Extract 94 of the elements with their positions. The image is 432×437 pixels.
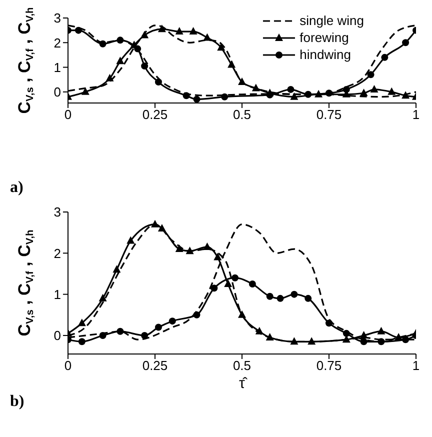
point — [116, 56, 124, 64]
point — [360, 338, 368, 346]
y-tick-label: 3 — [54, 204, 61, 220]
point — [377, 326, 386, 334]
point — [175, 244, 184, 252]
point — [168, 318, 176, 325]
point — [304, 90, 312, 98]
point — [290, 290, 298, 298]
y-tick-label: 2 — [54, 246, 61, 261]
y-tick-label: 1 — [54, 286, 61, 302]
point — [228, 60, 236, 68]
point — [98, 294, 107, 302]
text: b) — [10, 392, 26, 412]
point — [158, 24, 166, 32]
point — [255, 326, 264, 334]
point — [360, 330, 368, 338]
point — [140, 30, 149, 38]
point — [99, 40, 106, 48]
point — [221, 93, 228, 100]
legend-label: hindwing — [300, 46, 351, 63]
point — [402, 39, 410, 46]
point — [232, 274, 239, 282]
point — [394, 333, 403, 341]
point — [99, 332, 106, 339]
point — [308, 337, 316, 345]
x-tick-label: 0 — [64, 358, 72, 374]
point — [266, 91, 274, 98]
point — [81, 87, 90, 95]
point — [74, 26, 82, 34]
point — [189, 27, 198, 35]
point — [290, 92, 298, 100]
point — [210, 284, 218, 292]
y-tick-label: 0 — [54, 84, 61, 100]
point — [370, 84, 378, 92]
x-tick-label: 0 — [64, 107, 72, 122]
y-tick-label: 2 — [54, 35, 61, 50]
point — [342, 86, 350, 93]
point — [248, 280, 256, 288]
point — [314, 90, 323, 98]
point — [367, 71, 374, 78]
point — [326, 90, 332, 97]
point — [266, 292, 274, 300]
x-axis-title: τ̂ — [239, 375, 248, 392]
legend-label: single wing — [300, 12, 364, 29]
point — [175, 27, 184, 35]
point — [158, 224, 166, 232]
x-tick-label: 0.25 — [142, 107, 168, 122]
point — [193, 311, 200, 318]
point — [151, 220, 159, 228]
point — [193, 96, 200, 103]
legend-label: forewing — [300, 29, 349, 46]
x-tick-label: 0.25 — [142, 358, 168, 374]
y-tick-label: 0 — [54, 328, 61, 344]
point — [126, 236, 135, 244]
x-tick-label: 1 — [412, 107, 420, 122]
point — [141, 62, 148, 70]
point — [182, 92, 190, 100]
point — [238, 310, 246, 318]
point — [186, 246, 194, 254]
x-tick-label: 0.75 — [316, 107, 342, 122]
point — [78, 338, 86, 346]
point — [326, 320, 332, 327]
point — [266, 333, 274, 341]
point — [276, 294, 284, 302]
point — [402, 91, 410, 99]
point — [217, 43, 226, 51]
point — [224, 280, 232, 288]
x-tick-label: 0.5 — [232, 107, 252, 122]
x-tick-label: 0.75 — [316, 358, 342, 374]
point — [214, 252, 222, 260]
point — [78, 318, 86, 326]
point — [141, 332, 148, 339]
point — [252, 84, 260, 92]
point — [360, 88, 368, 96]
point — [378, 338, 385, 346]
text: a) — [10, 178, 24, 198]
point — [304, 294, 312, 302]
x-tick-label: 1 — [412, 358, 420, 374]
x-tick-label: 0.5 — [232, 358, 252, 374]
point — [388, 87, 396, 95]
point — [342, 330, 350, 337]
point — [381, 54, 388, 61]
point — [154, 78, 162, 86]
point — [106, 74, 114, 82]
point — [112, 265, 121, 273]
point — [290, 337, 298, 345]
y-tick-label: 1 — [54, 60, 61, 75]
point — [154, 324, 162, 331]
point — [402, 336, 410, 344]
point — [116, 36, 124, 44]
point — [134, 45, 142, 52]
point — [116, 328, 124, 335]
y-tick-label: 3 — [54, 10, 61, 26]
point — [287, 86, 294, 93]
